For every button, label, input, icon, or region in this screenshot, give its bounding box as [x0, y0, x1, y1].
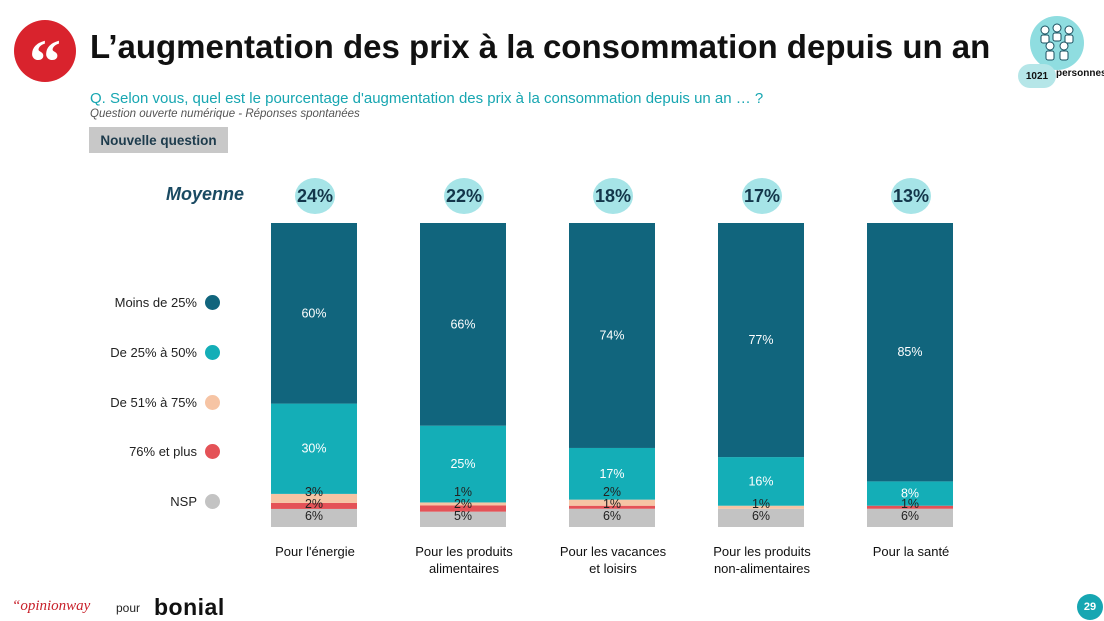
legend-item: 76% et plus [80, 441, 220, 461]
legend-item: NSP [80, 491, 220, 511]
bar-segment [271, 508, 357, 527]
bar-segment [718, 457, 804, 506]
category-label: Pour les produits non-alimentaires [692, 543, 832, 577]
page-title: L’augmentation des prix à la consommatio… [90, 28, 991, 65]
legend-swatch [205, 344, 220, 360]
data-label: 17% [599, 467, 624, 481]
data-label: 16% [748, 474, 773, 488]
question-subnote: Question ouverte numérique - Réponses sp… [90, 108, 360, 120]
bar-segment [569, 499, 655, 506]
category-label: Pour la santé [841, 543, 981, 560]
new-question-tag: Nouvelle question [89, 127, 228, 153]
data-label: 85% [897, 345, 922, 359]
bonial-logo: bonial [154, 594, 225, 620]
page-number: 29 [1077, 594, 1103, 620]
average-value: 24% [296, 185, 334, 206]
average-value: 18% [594, 185, 632, 206]
category-label-line: Pour l'énergie [275, 544, 355, 559]
data-label: 6% [901, 509, 919, 523]
data-label: 1% [454, 485, 472, 499]
data-label: 6% [603, 509, 621, 523]
data-label: 1% [752, 497, 770, 511]
category-label-line: Pour les vacances [559, 544, 667, 559]
data-label: 2% [305, 497, 323, 511]
bar-segment [718, 223, 804, 458]
bar-segment [867, 481, 953, 506]
average-badge: 18% [593, 178, 633, 214]
data-label: 25% [450, 457, 475, 471]
category-label-line: non-alimentaires [713, 561, 811, 576]
data-label: 30% [301, 442, 326, 456]
category-label: Pour les vacances et loisirs [543, 543, 683, 577]
bar-segment [569, 505, 655, 509]
data-label: 2% [454, 497, 472, 511]
legend-label: 76% et plus [129, 443, 197, 459]
data-label: 6% [305, 509, 323, 523]
legend-label: NSP [170, 493, 197, 509]
people-group-icon [1030, 16, 1084, 70]
data-label: 1% [603, 497, 621, 511]
category-label-line: Pour les produits [713, 544, 811, 559]
average-badge: 13% [891, 178, 931, 214]
legend-item: De 51% à 75% [80, 392, 220, 412]
category-label: Pour les produits alimentaires [394, 543, 534, 577]
bar-segment [867, 508, 953, 527]
question-text: Q. Selon vous, quel est le pourcentage d… [90, 90, 764, 107]
bar-segment [718, 508, 804, 527]
data-label: 5% [454, 509, 472, 523]
legend-label: Moins de 25% [114, 294, 197, 310]
bar-segment [569, 447, 655, 500]
bar-segment [271, 223, 357, 404]
category-label-line: et loisirs [589, 561, 637, 576]
bar-segment [271, 403, 357, 494]
data-label: 60% [301, 306, 326, 320]
legend-swatch [205, 294, 220, 310]
bar-segment [420, 223, 506, 426]
legend-item: De 25% à 50% [80, 342, 220, 362]
average-badge: 22% [444, 178, 484, 214]
data-label: 6% [752, 509, 770, 523]
bar-segment [271, 502, 357, 509]
opinionway-logo: “opinionway [12, 598, 91, 614]
sample-count: 1021 [1018, 64, 1056, 88]
category-label-line: alimentaires [428, 561, 500, 576]
data-label: 77% [748, 333, 773, 347]
legend-label: De 25% à 50% [110, 344, 197, 360]
average-badge: 24% [295, 178, 335, 214]
bar-segment [867, 505, 953, 509]
bar-segment [420, 511, 506, 527]
moyenne-label: Moyenne [166, 184, 245, 204]
average-value: 22% [445, 185, 483, 206]
average-badge: 17% [742, 178, 782, 214]
average-value: 17% [743, 185, 781, 206]
legend-swatch [205, 394, 220, 410]
category-label-line: Pour la santé [872, 544, 950, 559]
data-label: 66% [450, 317, 475, 331]
data-label: 74% [599, 328, 624, 342]
bar-segment [569, 223, 655, 448]
data-label: 3% [305, 485, 323, 499]
footer-pour: pour [116, 601, 141, 615]
data-label: 1% [901, 497, 919, 511]
bar-segment [420, 425, 506, 503]
legend-item: Moins de 25% [80, 292, 220, 312]
bar-segment [867, 223, 953, 482]
sample-unit: personnes [1056, 68, 1104, 79]
data-label: 2% [603, 485, 621, 499]
legend-swatch [205, 443, 220, 459]
quote-icon: “ [14, 20, 76, 94]
legend-swatch [205, 493, 220, 509]
bar-segment [420, 502, 506, 506]
category-label-line: Pour les produits [415, 544, 513, 559]
category-label: Pour l'énergie [245, 543, 385, 560]
legend-label: De 51% à 75% [110, 394, 197, 410]
average-value: 13% [892, 185, 930, 206]
bar-segment [718, 505, 804, 509]
bar-segment [569, 508, 655, 527]
data-label: 8% [901, 487, 919, 501]
bar-segment [420, 505, 506, 512]
bar-segment [271, 493, 357, 503]
sample-size-badge: 1021 personnes [1016, 14, 1104, 90]
